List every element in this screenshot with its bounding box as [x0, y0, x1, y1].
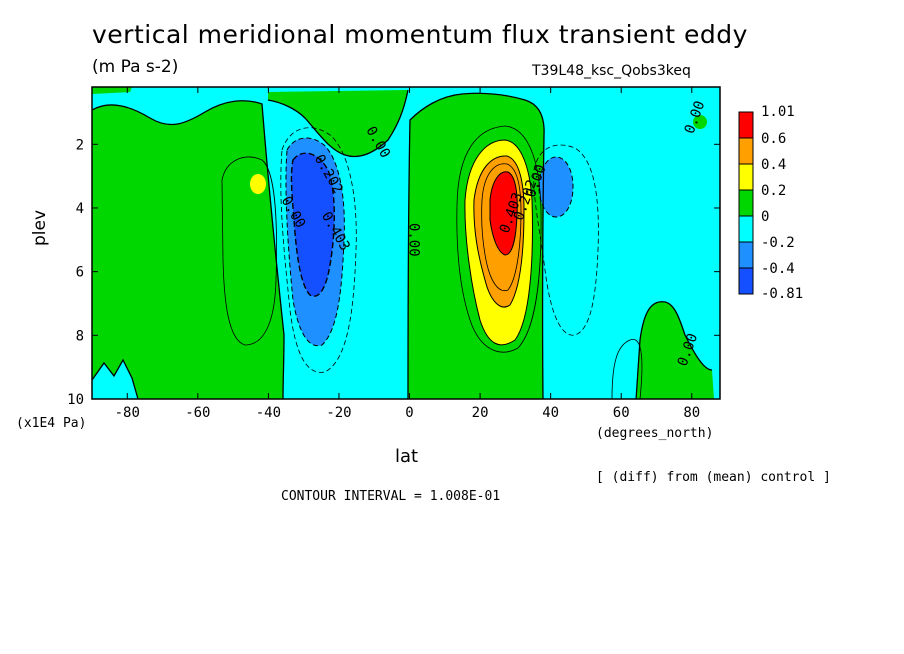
y-tick-label: 6	[76, 265, 84, 281]
colorbar: 1.01 0.6 0.4 0.2 0 -0.2 -0.4 -0.81	[738, 104, 803, 302]
colorbar-label: -0.2	[761, 235, 795, 251]
colorbar-label: 0.6	[761, 131, 786, 147]
neg-contour-north-outer	[533, 144, 599, 336]
colorbar-label: -0.81	[761, 286, 803, 302]
x-axis-label: lat	[395, 446, 419, 467]
band-green-east	[636, 301, 714, 399]
pos-contour-south	[221, 156, 277, 346]
pos-contour-north-orange	[473, 155, 525, 308]
y-tick-label: 8	[76, 328, 84, 344]
neg-contour-north-inner	[538, 156, 574, 218]
axis-ticks: -80 -60 -40 -20 0 20 40 60 80 2 4 6 8 10	[67, 87, 720, 421]
colorbar-label: 0.4	[761, 157, 786, 173]
y-tick-label: 4	[76, 201, 84, 217]
band-green-spot	[693, 115, 707, 129]
contour-label: 0.00	[406, 223, 422, 257]
contour-lines	[92, 89, 713, 399]
y-axis-unit: (x1E4 Pa)	[16, 416, 87, 431]
pos-contour-north-inner	[481, 163, 522, 292]
x-tick-label: 80	[683, 405, 700, 421]
contour-fills	[92, 87, 720, 399]
pos-contour-north-red	[489, 171, 518, 256]
band-green-west	[92, 100, 284, 399]
neg-contour-south-mid	[285, 137, 345, 347]
colorbar-swatch	[738, 163, 754, 191]
zero-contour-west	[92, 100, 285, 399]
colorbar-swatch	[738, 111, 754, 139]
band-cyan-sw	[92, 360, 138, 399]
colorbar-swatch	[738, 215, 754, 243]
x-tick-label: -80	[115, 405, 140, 421]
band-midblue-north	[539, 157, 573, 217]
colorbar-swatch	[738, 137, 754, 165]
x-axis-unit: (degrees_north)	[596, 426, 714, 441]
x-tick-label: 40	[542, 405, 559, 421]
neg-contour-south-inner	[290, 152, 335, 297]
chart-title: vertical meridional momentum flux transi…	[92, 20, 748, 49]
zero-contour-sw	[92, 358, 139, 399]
zero-contour-top	[267, 89, 409, 158]
colorbar-label: 0	[761, 209, 769, 225]
colorbar-swatch	[738, 241, 754, 269]
x-tick-label: -60	[185, 405, 210, 421]
colorbar-label: 1.01	[761, 104, 795, 120]
zero-contour-east	[635, 301, 713, 399]
band-yellow-south	[250, 174, 266, 194]
band-blue-south	[291, 153, 335, 297]
neg-contour-south-outer	[280, 127, 357, 373]
colorbar-label: 0.2	[761, 183, 786, 199]
pos-contour-north-outline	[464, 139, 533, 346]
zero-contour-center	[407, 92, 545, 399]
band-red-north	[490, 171, 518, 255]
colorbar-swatch	[738, 189, 754, 217]
colorbar-label: -0.4	[761, 261, 795, 277]
band-green-top	[268, 90, 408, 157]
band-green-topleft	[92, 87, 132, 94]
y-tick-label: 2	[76, 137, 84, 153]
chart-units: (m Pa s-2)	[92, 57, 179, 77]
x-tick-label: -40	[256, 405, 281, 421]
x-tick-label: -20	[326, 405, 351, 421]
run-name: T39L48_ksc_Qobs3keq	[532, 63, 691, 79]
contour-interval: CONTOUR INTERVAL = 1.008E-01	[281, 489, 501, 504]
x-tick-label: 20	[472, 405, 489, 421]
colorbar-swatch	[738, 267, 754, 295]
x-tick-label: 0	[405, 405, 413, 421]
pos-contour-east	[611, 338, 643, 399]
pos-contour-north-outer	[456, 125, 542, 353]
y-tick-label: 10	[67, 392, 84, 408]
plot-frame	[91, 86, 721, 400]
x-tick-label: 60	[613, 405, 630, 421]
diff-note: [ (diff) from (mean) control ]	[596, 470, 831, 485]
